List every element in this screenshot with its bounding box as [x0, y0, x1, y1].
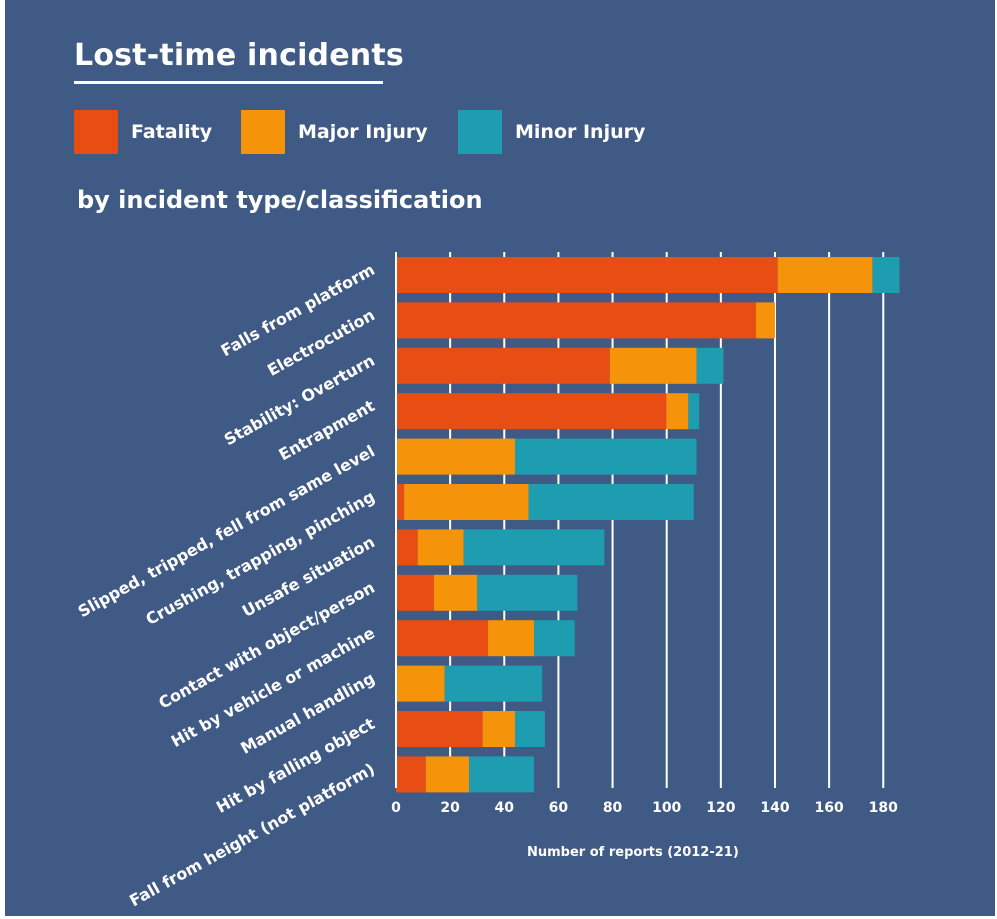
bar-slipped-tripped-fell-from-same-level-minor-injury: [515, 438, 697, 475]
bar-electrocution-fatality: [396, 302, 757, 339]
bar-electrocution-major-injury: [756, 302, 775, 339]
bar-fall-from-height-not-platform-fatality: [396, 756, 426, 793]
x-axis-label: Number of reports (2012-21): [527, 845, 739, 860]
bar-stability-overturn-fatality: [396, 347, 610, 384]
x-tick-label-20: 20: [440, 800, 460, 816]
bar-entrapment-minor-injury: [688, 393, 700, 430]
bar-crushing-trapping-pinching-minor-injury: [528, 484, 694, 520]
legend-swatch-major-injury: [241, 110, 285, 154]
bar-falls-from-platform-minor-injury: [872, 257, 900, 293]
legend-swatch-minor-injury: [458, 110, 502, 154]
bar-falls-from-platform-major-injury: [777, 257, 873, 293]
bar-slipped-tripped-fell-from-same-level-major-injury: [396, 438, 516, 475]
bar-manual-handling-minor-injury: [444, 665, 543, 702]
bar-unsafe-situation-fatality: [396, 529, 418, 566]
bar-contact-with-object-person-major-injury: [433, 574, 478, 611]
x-tick-label-120: 120: [706, 800, 735, 816]
x-tick-label-140: 140: [760, 800, 789, 816]
bar-manual-handling-major-injury: [396, 665, 445, 702]
bar-hit-by-falling-object-major-injury: [482, 711, 516, 747]
bar-hit-by-vehicle-or-machine-major-injury: [488, 620, 535, 657]
category-label-unsafe-situation: Unsafe situation: [239, 532, 378, 621]
bar-crushing-trapping-pinching-fatality: [396, 484, 405, 520]
x-tick-label-100: 100: [652, 800, 681, 816]
bar-fall-from-height-not-platform-minor-injury: [469, 756, 535, 793]
x-tick-label-40: 40: [495, 800, 515, 816]
bar-contact-with-object-person-minor-injury: [477, 574, 578, 611]
x-tick-label-0: 0: [391, 800, 401, 816]
bar-hit-by-falling-object-fatality: [396, 711, 483, 747]
bar-unsafe-situation-major-injury: [417, 529, 464, 566]
bar-contact-with-object-person-fatality: [396, 574, 434, 611]
bar-crushing-trapping-pinching-major-injury: [404, 484, 529, 520]
legend-label-minor-injury: Minor Injury: [515, 121, 646, 143]
bar-hit-by-vehicle-or-machine-fatality: [396, 620, 489, 657]
bar-hit-by-falling-object-minor-injury: [515, 711, 545, 747]
bar-entrapment-fatality: [396, 393, 667, 430]
chart-subtitle: by incident type/classification: [77, 186, 483, 214]
bar-fall-from-height-not-platform-major-injury: [425, 756, 470, 793]
chart-title: Lost-time incidents: [74, 38, 404, 73]
bar-falls-from-platform-fatality: [396, 257, 778, 293]
x-tick-label-160: 160: [815, 800, 844, 816]
title-underline: [74, 81, 383, 84]
legend-swatch-fatality: [74, 110, 118, 154]
bar-stability-overturn-minor-injury: [696, 347, 724, 384]
bar-unsafe-situation-minor-injury: [463, 529, 605, 566]
bar-entrapment-major-injury: [666, 393, 689, 430]
x-tick-label-60: 60: [549, 800, 569, 816]
category-label-manual-handling: Manual handling: [237, 668, 378, 757]
bar-hit-by-vehicle-or-machine-minor-injury: [534, 620, 575, 657]
x-tick-label-80: 80: [603, 800, 623, 816]
bar-stability-overturn-major-injury: [609, 347, 697, 384]
legend-label-fatality: Fatality: [131, 121, 213, 143]
legend-label-major-injury: Major Injury: [298, 121, 428, 143]
x-tick-label-180: 180: [869, 800, 898, 816]
category-label-slipped-tripped-fell-from-same-level: Slipped, tripped, fell from same level: [75, 441, 378, 621]
